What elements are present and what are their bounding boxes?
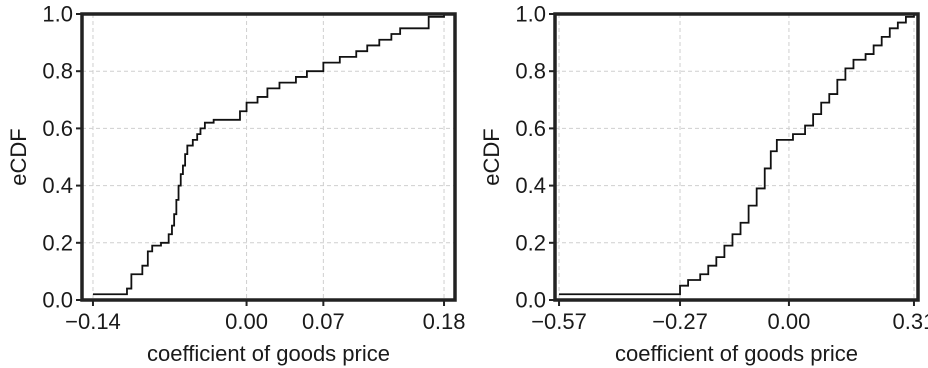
x-tick-label: 0.07: [302, 309, 345, 334]
y-tick-label: 0.6: [42, 116, 73, 141]
x-tick-label: 0.18: [423, 309, 466, 334]
x-tick-label: −0.27: [652, 309, 708, 334]
x-axis-label: coefficient of goods price: [147, 341, 390, 366]
x-tick-label: −0.14: [65, 309, 121, 334]
y-tick-label: 0.2: [42, 230, 73, 255]
x-tick-label: 0.31: [893, 309, 928, 334]
ecdf-series-line: [559, 14, 915, 296]
y-tick-label: 1.0: [42, 2, 73, 27]
x-tick-label: −0.57: [531, 309, 587, 334]
y-tick-label: 0.8: [515, 59, 546, 84]
x-axis-label: coefficient of goods price: [615, 341, 858, 366]
y-tick-label: 0.2: [515, 230, 546, 255]
plot-frame: [80, 12, 457, 302]
x-tick-label: 0.00: [225, 309, 268, 334]
y-axis-label: eCDF: [479, 128, 504, 185]
y-tick-label: 0.4: [515, 173, 546, 198]
x-tick-label: 0.00: [768, 309, 811, 334]
y-axis-label: eCDF: [6, 128, 31, 185]
chart-panel-1: 0.0 0.2 0.4 0.6 0.8 1.0 −0.14 0.00 0.07 0.18 coeff…: [6, 2, 465, 367]
ecdf-series-line: [92, 14, 445, 296]
chart-panel-2: 0.0 0.2 0.4 0.6 0.8 1.0 −0.57 −0.27 0.00 0.31 coef…: [479, 2, 928, 367]
y-tick-label: 0.0: [42, 288, 73, 313]
y-tick-label: 0.6: [515, 116, 546, 141]
y-tick-label: 0.0: [515, 288, 546, 313]
y-tick-label: 0.8: [42, 59, 73, 84]
y-tick-label: 0.4: [42, 173, 73, 198]
plot-frame: [553, 12, 920, 302]
y-tick-label: 1.0: [515, 2, 546, 27]
